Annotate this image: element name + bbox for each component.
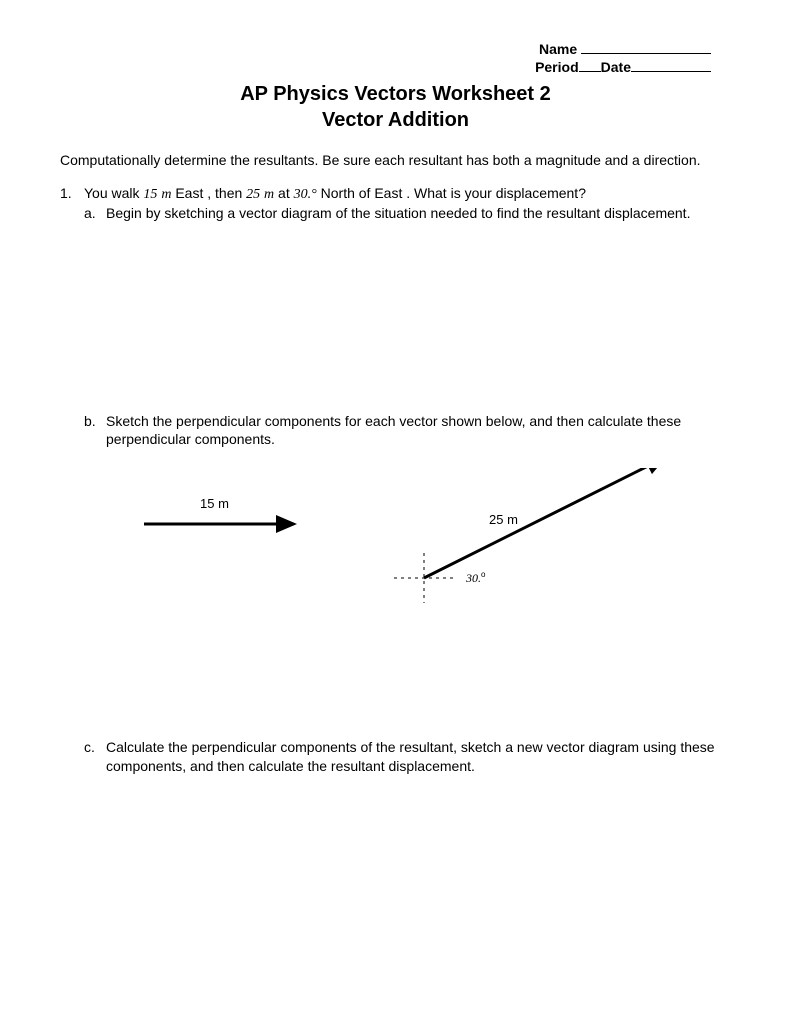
gap-before-diagram (60, 448, 731, 468)
problem-1: 1. You walk 15 m East , then 25 m at 30.… (60, 184, 731, 775)
problem-1b-letter: b. (84, 412, 106, 448)
problem-1a-text: Begin by sketching a vector diagram of t… (106, 204, 731, 222)
vector-svg (84, 468, 734, 628)
stem-suffix: . What is your displacement? (402, 185, 586, 201)
problem-1c-text: Calculate the perpendicular components o… (106, 738, 731, 774)
vector-diagram: 15 m 25 m 30.o (84, 468, 731, 628)
workspace-1b (60, 628, 731, 738)
problem-1b-text: Sketch the perpendicular components for … (106, 412, 731, 448)
join: , then (203, 185, 246, 201)
date-line[interactable] (631, 71, 711, 72)
instructions-text: Computationally determine the resultants… (60, 151, 731, 169)
problem-1-stem: 1. You walk 15 m East , then 25 m at 30.… (60, 184, 731, 204)
header-fields: Name Period Date (60, 40, 711, 76)
v1-unit: m (161, 187, 171, 202)
period-date-row: Period Date (60, 58, 711, 76)
problem-1-text: You walk 15 m East , then 25 m at 30.° N… (84, 184, 731, 204)
name-row: Name (60, 40, 711, 58)
v2-unit: m (264, 187, 274, 202)
workspace-1a (60, 222, 731, 412)
problem-1c-letter: c. (84, 738, 106, 774)
stem-prefix: You walk (84, 185, 143, 201)
problem-1b: b. Sketch the perpendicular components f… (84, 412, 731, 448)
problem-1c: c. Calculate the perpendicular component… (84, 738, 731, 774)
worksheet-title-line1: AP Physics Vectors Worksheet 2 (60, 81, 731, 107)
v1-dir: East (175, 185, 203, 201)
problem-1a: a. Begin by sketching a vector diagram o… (84, 204, 731, 222)
v1-value: 15 (143, 187, 157, 202)
problem-1-number: 1. (60, 184, 84, 204)
v2-value: 25 (246, 187, 260, 202)
v2-dir: North of East (317, 185, 403, 201)
v2-at: at (274, 185, 293, 201)
vector2-arrow (424, 468, 664, 578)
period-line[interactable] (579, 71, 601, 72)
name-line[interactable] (581, 53, 711, 54)
worksheet-title-line2: Vector Addition (60, 107, 731, 133)
problem-1a-letter: a. (84, 204, 106, 222)
period-label: Period (535, 59, 579, 75)
v2-angle: 30. (294, 187, 312, 202)
date-label: Date (601, 59, 631, 75)
name-label: Name (539, 41, 577, 57)
